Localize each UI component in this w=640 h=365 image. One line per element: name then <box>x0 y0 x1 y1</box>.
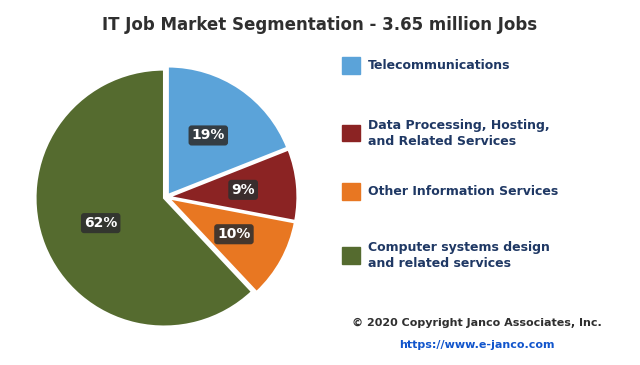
Wedge shape <box>169 150 298 221</box>
Text: https://www.e-janco.com: https://www.e-janco.com <box>399 340 554 350</box>
Wedge shape <box>169 198 295 292</box>
Text: 19%: 19% <box>191 128 225 142</box>
Wedge shape <box>168 66 287 195</box>
Text: Computer systems design
and related services: Computer systems design and related serv… <box>368 241 550 270</box>
Text: 9%: 9% <box>231 183 255 197</box>
Text: Telecommunications: Telecommunications <box>368 59 511 72</box>
Text: 10%: 10% <box>217 227 251 241</box>
Text: Other Information Services: Other Information Services <box>368 185 558 198</box>
Text: 62%: 62% <box>84 216 117 230</box>
Wedge shape <box>36 70 252 327</box>
Text: IT Job Market Segmentation - 3.65 million Jobs: IT Job Market Segmentation - 3.65 millio… <box>102 16 538 34</box>
Text: Data Processing, Hosting,
and Related Services: Data Processing, Hosting, and Related Se… <box>368 119 550 148</box>
Text: © 2020 Copyright Janco Associates, Inc.: © 2020 Copyright Janco Associates, Inc. <box>352 318 602 328</box>
